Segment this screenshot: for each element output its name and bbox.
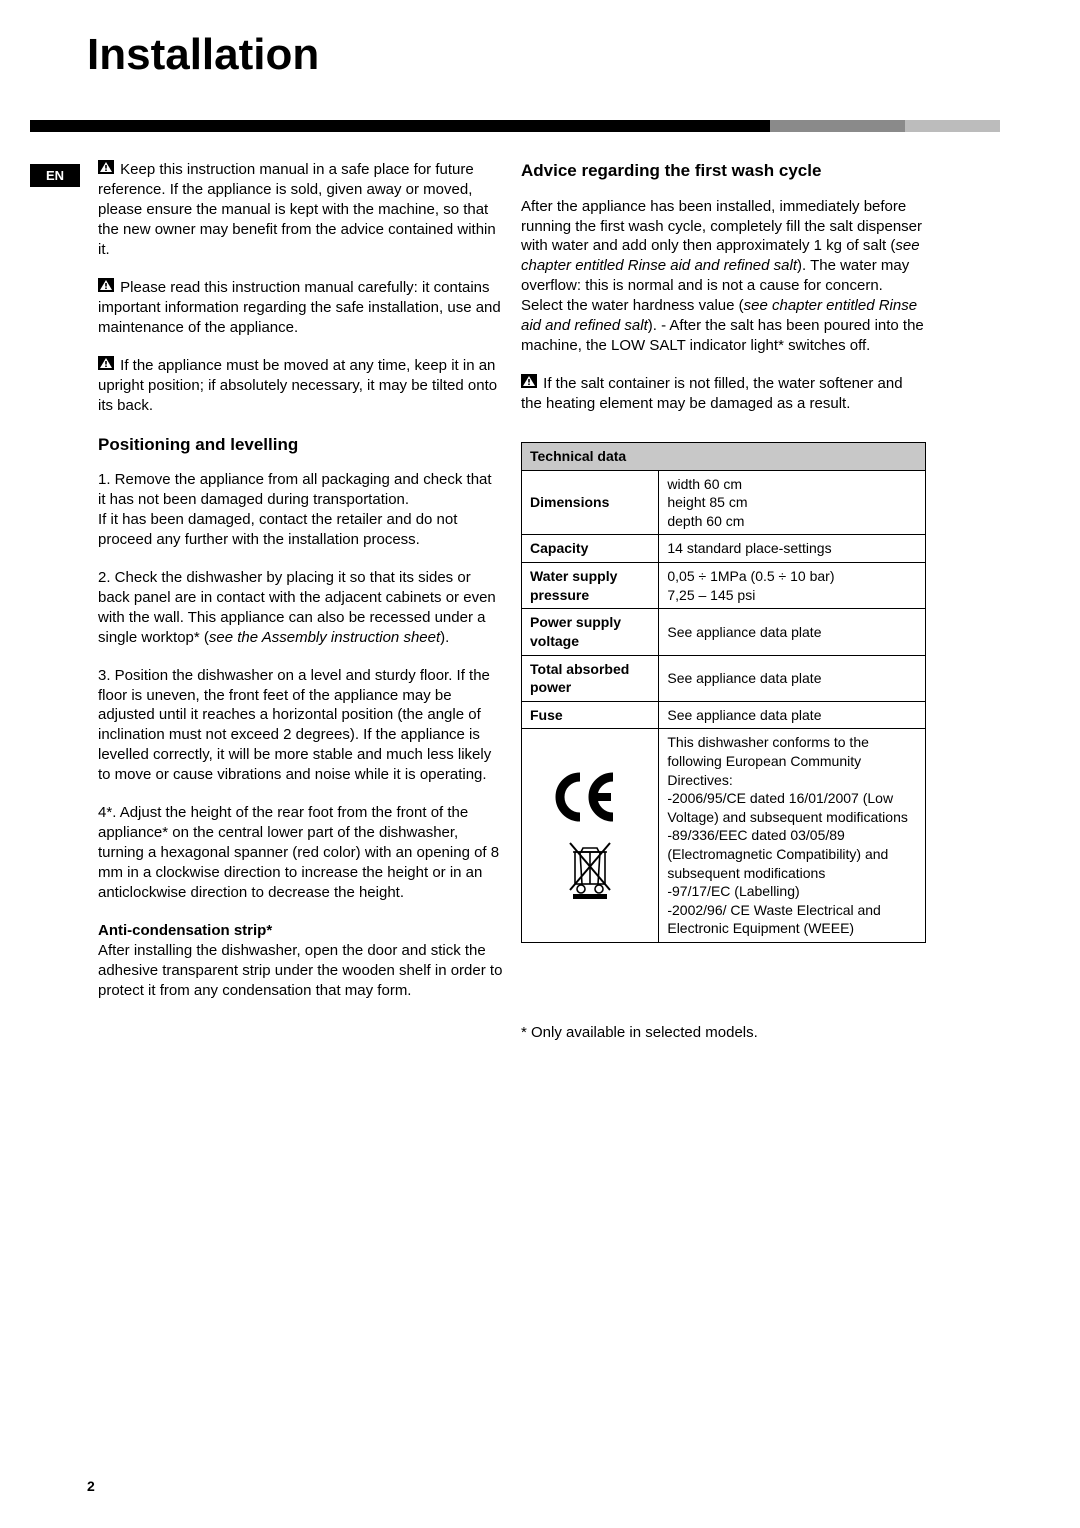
directives-icons-cell <box>522 729 659 943</box>
advice-warning-text: If the salt container is not filled, the… <box>521 375 903 412</box>
positioning-heading: Positioning and levelling <box>98 434 503 457</box>
table-row: Dimensions width 60 cm height 85 cm dept… <box>522 470 926 535</box>
advice-warning: If the salt container is not filled, the… <box>521 374 926 414</box>
tech-label: Total absorbed power <box>522 655 659 701</box>
content-columns: EN Keep this instruction manual in a saf… <box>30 160 1000 1043</box>
tech-header: Technical data <box>522 443 926 471</box>
tech-label: Dimensions <box>522 470 659 535</box>
step1b-text: If it has been damaged, contact the reta… <box>98 511 457 548</box>
header-rule <box>30 120 1000 132</box>
tech-value: width 60 cm height 85 cm depth 60 cm <box>659 470 926 535</box>
anticond-heading-text: Anti-condensation strip <box>98 922 266 939</box>
header-rule-grey-light <box>905 120 1000 132</box>
table-row-directives: This dishwasher conforms to the followin… <box>522 729 926 943</box>
table-row: Total absorbed power See appliance data … <box>522 655 926 701</box>
warning-read-carefully-text: Please read this instruction manual care… <box>98 279 501 336</box>
warning-icon <box>521 374 537 394</box>
page-title: Installation <box>87 30 1000 80</box>
table-row: Fuse See appliance data plate <box>522 701 926 729</box>
tech-label: Water supply pressure <box>522 563 659 609</box>
footnote-text: Only available in selected models. <box>531 1024 758 1041</box>
language-column: EN <box>30 160 80 1043</box>
directives-text: This dishwasher conforms to the followin… <box>659 729 926 943</box>
asterisk: * <box>194 629 200 646</box>
warning-move-upright-text: If the appliance must be moved at any ti… <box>98 357 497 414</box>
advice-body-f: switches off. <box>784 337 870 354</box>
page-number: 2 <box>87 1478 95 1494</box>
positioning-step2: 2. Check the dishwasher by placing it so… <box>98 568 503 648</box>
table-row: Water supply pressure 0,05 ÷ 1MPa (0.5 ÷… <box>522 563 926 609</box>
header-rule-grey-dark <box>770 120 905 132</box>
tech-value: 14 standard place-settings <box>659 535 926 563</box>
warning-icon <box>98 160 114 180</box>
warning-move-upright: If the appliance must be moved at any ti… <box>98 356 503 416</box>
step4b-text: . Adjust the height of the rear foot fro… <box>98 804 499 901</box>
tech-value: See appliance data plate <box>659 701 926 729</box>
advice-body: After the appliance has been installed, … <box>521 197 926 357</box>
technical-data-table: Technical data Dimensions width 60 cm he… <box>521 442 926 943</box>
tech-label: Fuse <box>522 701 659 729</box>
left-column: Keep this instruction manual in a safe p… <box>98 160 503 1043</box>
asterisk: * <box>521 1024 531 1041</box>
anticondensation-heading: Anti-condensation strip* <box>98 921 503 941</box>
positioning-step3: 3. Position the dishwasher on a level an… <box>98 666 503 786</box>
warning-read-carefully: Please read this instruction manual care… <box>98 278 503 338</box>
ce-mark-icon <box>555 772 625 822</box>
tech-value: See appliance data plate <box>659 655 926 701</box>
advice-body-a: After the appliance has been installed, … <box>521 198 922 255</box>
page: Installation EN Keep this instruction ma… <box>0 0 1080 1083</box>
language-badge: EN <box>30 164 80 187</box>
table-row: Power supply voltage See appliance data … <box>522 609 926 655</box>
anticondensation-body: After installing the dishwasher, open th… <box>98 941 503 1001</box>
footnote: * Only available in selected models. <box>521 1023 926 1043</box>
warning-keep-manual: Keep this instruction manual in a safe p… <box>98 160 503 260</box>
weee-bin-icon <box>565 838 615 900</box>
warning-icon <box>98 356 114 376</box>
table-row: Capacity 14 standard place-settings <box>522 535 926 563</box>
positioning-step4: 4*. Adjust the height of the rear foot f… <box>98 803 503 903</box>
step2b-italic: see the Assembly instruction sheet <box>209 629 440 646</box>
warning-icon <box>98 278 114 298</box>
asterisk: * <box>266 922 272 939</box>
tech-label: Power supply voltage <box>522 609 659 655</box>
tech-value: See appliance data plate <box>659 609 926 655</box>
positioning-step1: 1. Remove the appliance from all packagi… <box>98 470 503 550</box>
warning-keep-manual-text: Keep this instruction manual in a safe p… <box>98 161 496 258</box>
right-column: Advice regarding the first wash cycle Af… <box>521 160 926 1043</box>
advice-heading: Advice regarding the first wash cycle <box>521 160 926 183</box>
step1-text: 1. Remove the appliance from all packagi… <box>98 471 492 508</box>
tech-label: Capacity <box>522 535 659 563</box>
tech-value: 0,05 ÷ 1MPa (0.5 ÷ 10 bar) 7,25 – 145 ps… <box>659 563 926 609</box>
